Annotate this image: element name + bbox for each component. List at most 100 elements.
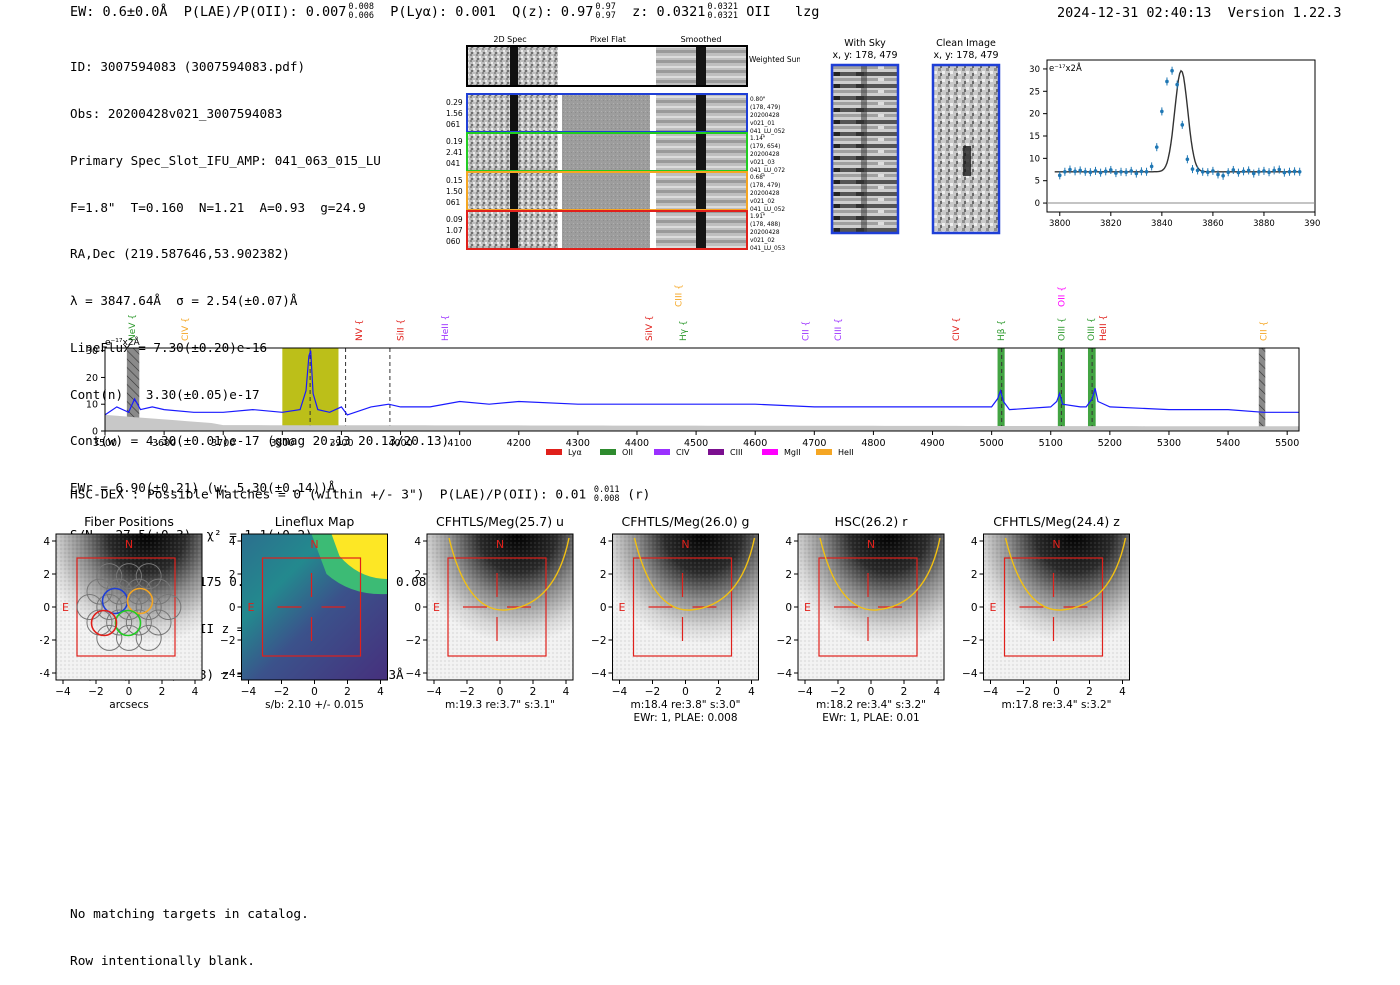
zoom-xtick-label: 3840 xyxy=(1151,219,1173,229)
spectrum-xtick-label: 3900 xyxy=(329,438,353,449)
thumb-xtick-label: 4 xyxy=(192,686,199,698)
thumb-ytick-label: −2 xyxy=(220,635,235,647)
zoom-data-point xyxy=(1114,171,1118,175)
hsc-lower: 0.008 xyxy=(593,494,620,504)
cutout-rows: 0.29 1.56 061 0.80" (178, 479) 20200428 v021_0… xyxy=(446,93,785,252)
hsc-dex-summary: HSC-DEX : Possible Matches = 0 (within +… xyxy=(70,486,650,504)
spectral-line-label: HeII { xyxy=(1099,315,1109,341)
thumb-xtick-label: −2 xyxy=(459,686,474,698)
thumbnail-caption: m:18.4 re:3.8" s:3.0" xyxy=(631,699,741,711)
info-slot: Primary Spec_Slot_IFU_AMP: 041_063_015_L… xyxy=(70,152,381,168)
thumb-xtick-label: −4 xyxy=(241,686,257,698)
thumb-ytick-label: 4 xyxy=(229,536,236,548)
thumbnail-pixel-texture xyxy=(427,534,573,680)
zoom-xtick-label: 3860 xyxy=(1202,219,1224,229)
spectrum-ytick-label: 0 xyxy=(92,427,98,438)
fiber-circle xyxy=(145,609,172,636)
thumb-ytick-label: 2 xyxy=(600,569,607,581)
thumb-ytick-label: −4 xyxy=(591,668,607,680)
zoom-data-point xyxy=(1119,169,1123,174)
thumb-xtick-label: 0 xyxy=(126,686,133,698)
spectral-line-label: Hγ { xyxy=(679,320,689,341)
zoom-data-point xyxy=(1267,170,1271,175)
cutout-right-label: v021_02 xyxy=(750,199,775,205)
zoom-data-point xyxy=(1226,170,1231,175)
zoom-data-point xyxy=(1149,164,1154,169)
zoom-data-point xyxy=(1246,168,1251,173)
cutout-left-label: 1.56 xyxy=(446,109,463,118)
thumb-ytick-label: 2 xyxy=(43,569,50,581)
fiber-circle xyxy=(76,594,103,620)
zoom-data-point xyxy=(1154,145,1159,149)
spectral-line-label: CII { xyxy=(1260,321,1270,341)
spectrum-xtick-label: 5200 xyxy=(1098,438,1122,449)
spectrum-axes: 3500 3600 3700 3800 3900 4000 4100 4200 4300 4400… xyxy=(86,346,1299,449)
thumb-xtick-label: 2 xyxy=(1086,686,1093,698)
zoom-data-point xyxy=(1190,167,1195,171)
zoom-data-point xyxy=(1093,169,1098,173)
thumb-xtick-label: 4 xyxy=(934,686,941,698)
sky-panels: With Sky x, y: 178, 479 Clean Image x, y… xyxy=(830,38,1001,235)
thumb-xtick-label: 2 xyxy=(344,686,351,698)
zoom-data-point xyxy=(1292,169,1297,174)
fiber-circle xyxy=(106,609,133,636)
cutout-headers: 2D Spec Pixel Flat Smoothed xyxy=(493,35,721,44)
spectrum-xtick-label: 4100 xyxy=(448,438,472,449)
zoom-data-point xyxy=(1103,169,1108,174)
cutout-line-trace xyxy=(510,94,518,132)
plya-value: P(Lyα): 0.001 xyxy=(390,4,496,20)
zoom-data-point xyxy=(1170,68,1174,73)
legend-label: OII xyxy=(622,448,633,457)
zoom-ytick-label: 15 xyxy=(1029,132,1040,142)
shaded-region xyxy=(282,348,339,431)
cutout-line-trace xyxy=(510,133,518,171)
cutout-line-trace xyxy=(510,172,518,210)
zoom-data-point xyxy=(1262,169,1266,173)
thumb-xtick-label: −4 xyxy=(55,686,71,698)
cutout-side-bar xyxy=(466,94,468,132)
thumb-ytick-label: −2 xyxy=(777,635,792,647)
spectrum-xtick-label: 4500 xyxy=(684,438,708,449)
zoom-data-point xyxy=(1216,172,1220,177)
zoom-data-point xyxy=(1144,169,1149,174)
spectrum-ytick-label: 10 xyxy=(86,400,98,411)
thumb-ytick-label: 0 xyxy=(414,602,421,614)
zoom-xtick-label: 3900 xyxy=(1304,219,1320,229)
spectral-line-label: Hβ { xyxy=(997,320,1007,341)
cutout-row: 0.15 1.50 061 0.68" (178, 479) 20200428 v021_0… xyxy=(446,171,785,213)
weighted-sum-label: Weighted Sum xyxy=(749,55,800,64)
fiber-circle xyxy=(96,563,123,590)
thumb-xtick-label: 0 xyxy=(868,686,875,698)
spectrum-xtick-label: 3600 xyxy=(152,438,176,449)
east-label: E xyxy=(62,601,69,614)
ew-plae: EW: 0.6±0.0Å P(LAE)/P(OII): 0.007 xyxy=(70,4,347,20)
spectrum-xtick-label: 5100 xyxy=(1039,438,1063,449)
thumb-xtick-label: −4 xyxy=(983,686,999,698)
spectral-line-labels: NeV {CIV {NV {SiII {HeII {SiIV {Hγ {CIII… xyxy=(128,284,1269,341)
spectra-cutouts: 2D Spec Pixel Flat Smoothed Weighted Sum… xyxy=(446,35,800,252)
aperture-box xyxy=(447,557,547,657)
fiber-circle xyxy=(145,578,172,605)
zoom-data-point xyxy=(1206,170,1210,175)
footer-line-2: Row intentionally blank. xyxy=(70,953,255,969)
aperture-box xyxy=(818,557,918,657)
plae-lower: 0.006 xyxy=(348,11,374,21)
zoom-data-point xyxy=(1129,169,1134,173)
fiber-circle xyxy=(116,563,142,590)
fiber-red xyxy=(90,609,118,637)
cutout-right-label: 0.80" xyxy=(750,97,766,103)
zoom-data-point xyxy=(1088,170,1093,175)
thumb-ytick-label: −2 xyxy=(406,635,421,647)
thumbnail-title: Lineflux Map xyxy=(275,514,355,529)
thumb-xtick-label: 0 xyxy=(311,686,318,698)
zoom-data-point xyxy=(1165,79,1169,84)
spectrum-xtick-label: 3700 xyxy=(211,438,235,449)
spectral-regions xyxy=(126,348,1266,431)
thumbnail-caption: arcsecs xyxy=(109,699,148,711)
zoom-data-point xyxy=(1236,170,1241,175)
fiber-circle xyxy=(135,594,162,620)
cutout-row: 0.29 1.56 061 0.80" (178, 479) 20200428 v021_0… xyxy=(446,93,785,135)
thumbnail-caption: s/b: 2.10 +/- 0.015 xyxy=(265,699,364,711)
spectrum-xtick-label: 5300 xyxy=(1157,438,1181,449)
thumb-xtick-label: −4 xyxy=(797,686,813,698)
